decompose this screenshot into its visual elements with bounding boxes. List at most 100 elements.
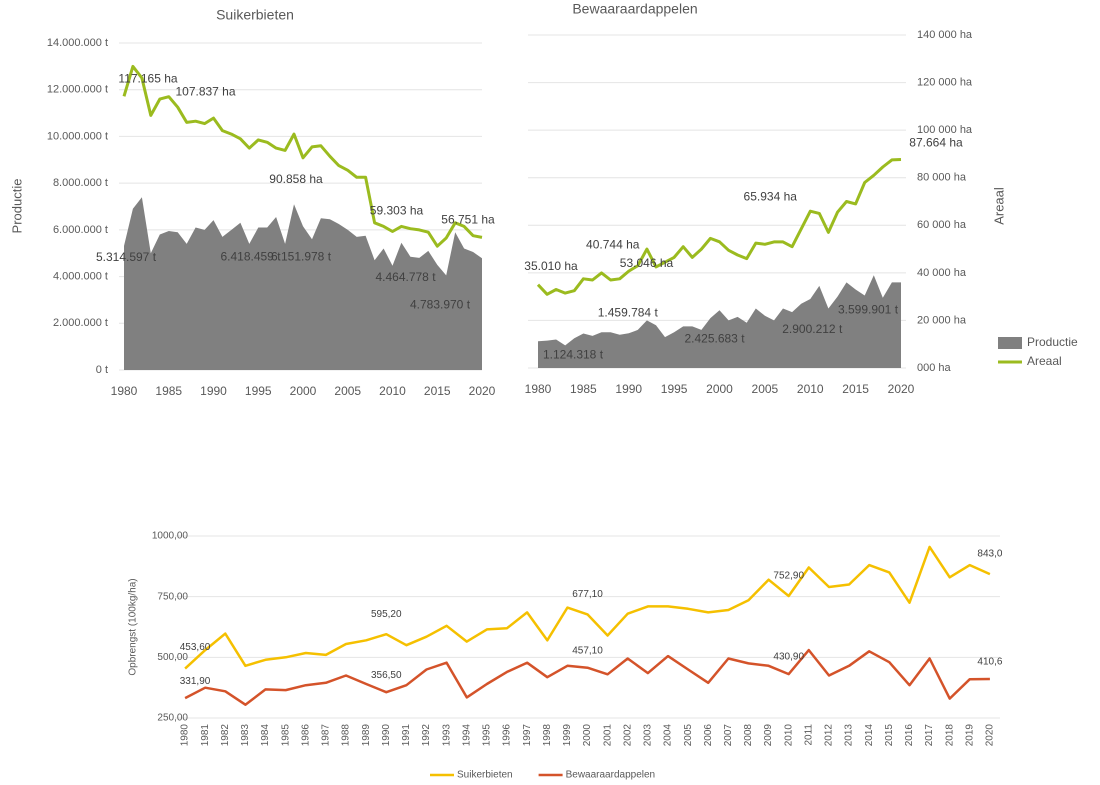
x-tick-label: 2017	[924, 724, 935, 747]
data-label: 59.303 ha	[370, 204, 424, 218]
x-tick-label: 2014	[864, 724, 875, 747]
data-label: 410,6	[977, 657, 1002, 668]
data-label: 40.744 ha	[586, 237, 640, 251]
x-tick-label: 2012	[824, 724, 835, 747]
y-axis-label: Productie	[9, 179, 24, 234]
x-tick-label: 2010	[379, 384, 406, 398]
chart-title: Bewaaraardappelen	[572, 1, 697, 17]
x-tick-label: 2015	[842, 382, 869, 396]
y-tick-label: 14.000.000 t	[47, 37, 108, 49]
y-tick-label: 0 t	[96, 364, 108, 376]
x-tick-label: 2000	[706, 382, 733, 396]
data-label: 457,10	[572, 645, 603, 656]
x-tick-label: 1995	[482, 724, 493, 747]
y2-tick-label: 140 000 ha	[917, 29, 973, 41]
x-tick-label: 1985	[280, 724, 291, 747]
line	[536, 158, 902, 296]
x-tick-label: 1988	[341, 724, 352, 747]
x-tick-label: 2000	[290, 384, 317, 398]
x-tick-label: 2001	[602, 724, 613, 747]
y-tick-label: 1000,00	[152, 531, 189, 542]
data-label: 90.858 ha	[269, 172, 323, 186]
x-tick-label: 2013	[844, 724, 855, 747]
x-tick-label: 2008	[743, 724, 754, 747]
data-label: 5.314.597 t	[96, 250, 157, 264]
data-label: 6.151.978 t	[271, 249, 332, 263]
x-tick-label: 1981	[200, 724, 211, 747]
x-tick-label: 1980	[525, 382, 552, 396]
y-tick-label: 750,00	[157, 591, 188, 602]
y-tick-label: 8.000.000 t	[53, 177, 108, 189]
line	[184, 545, 991, 670]
x-tick-label: 2006	[703, 724, 714, 747]
x-tick-label: 2019	[964, 724, 975, 747]
data-label: 107.837 ha	[175, 84, 235, 98]
data-label: 4.464.778 t	[375, 270, 436, 284]
x-tick-label: 1996	[502, 724, 513, 747]
x-tick-label: 1982	[220, 724, 231, 747]
data-label: 2.900.212 t	[782, 322, 843, 336]
data-label: 3.599.901 t	[838, 303, 899, 317]
x-tick-label: 2011	[803, 724, 814, 746]
x-tick-label: 2005	[752, 382, 779, 396]
x-tick-label: 2018	[944, 724, 955, 747]
x-tick-label: 1997	[522, 724, 533, 747]
legend-label: Bewaaraardappelen	[566, 770, 656, 781]
y-tick-label: 2.000.000 t	[53, 317, 108, 329]
y2-tick-label: 40 000 ha	[917, 267, 967, 279]
data-label: 595,20	[371, 609, 402, 620]
data-label: 4.783.970 t	[410, 297, 471, 311]
data-label: 331,90	[180, 676, 211, 687]
x-tick-label: 2002	[622, 724, 633, 747]
x-tick-label: 1990	[381, 724, 392, 747]
data-label: 752,90	[773, 571, 804, 582]
x-tick-label: 1998	[542, 724, 553, 747]
y2-tick-label: 60 000 ha	[917, 219, 967, 231]
y-tick-label: 6.000.000 t	[53, 224, 108, 236]
x-tick-label: 1995	[661, 382, 688, 396]
data-label: 2.425.683 t	[684, 331, 745, 345]
x-tick-label: 1990	[200, 384, 227, 398]
y2-tick-label: 100 000 ha	[917, 124, 973, 136]
data-label: 356,50	[371, 670, 402, 681]
x-tick-label: 1999	[562, 724, 573, 747]
x-tick-label: 1984	[260, 724, 271, 747]
x-tick-label: 1994	[461, 724, 472, 747]
y2-tick-label: 20 000 ha	[917, 314, 967, 326]
y-tick-label: 12.000.000 t	[47, 84, 108, 96]
y-tick-label: 10.000.000 t	[47, 130, 108, 142]
x-tick-label: 1980	[111, 384, 138, 398]
x-tick-label: 2005	[683, 724, 694, 747]
x-tick-label: 1990	[615, 382, 642, 396]
data-label: 53.046 ha	[620, 256, 674, 270]
x-tick-label: 2009	[763, 724, 774, 747]
x-tick-label: 2004	[663, 724, 674, 747]
x-tick-label: 1985	[155, 384, 182, 398]
x-tick-label: 2003	[643, 724, 654, 747]
data-label: 56.751 ha	[441, 213, 495, 227]
y2-tick-label: 80 000 ha	[917, 172, 967, 184]
x-tick-label: 1987	[321, 724, 332, 747]
data-label: 6.418.459 t	[220, 249, 281, 263]
data-label: 453,60	[180, 642, 211, 653]
area	[538, 275, 901, 368]
legend-label: Productie	[1027, 335, 1078, 349]
y2-axis-label: Areaal	[991, 187, 1006, 225]
data-label: 843,0	[977, 549, 1002, 560]
x-tick-label: 1993	[441, 724, 452, 747]
y2-tick-label: 120 000 ha	[917, 76, 973, 88]
x-tick-label: 2015	[884, 724, 895, 747]
chart-title: Suikerbieten	[216, 7, 294, 23]
x-tick-label: 2020	[985, 724, 996, 747]
area	[124, 197, 482, 370]
y-tick-label: 250,00	[157, 713, 188, 724]
y2-tick-label: 000 ha	[917, 362, 952, 374]
legend-swatch	[998, 337, 1022, 349]
x-tick-label: 1992	[421, 724, 432, 747]
x-tick-label: 2000	[582, 724, 593, 747]
legend-label: Suikerbieten	[457, 770, 513, 781]
data-label: 65.934 ha	[744, 189, 798, 203]
x-tick-label: 2010	[797, 382, 824, 396]
data-label: 430,90	[773, 652, 804, 663]
x-tick-label: 1980	[180, 724, 191, 747]
